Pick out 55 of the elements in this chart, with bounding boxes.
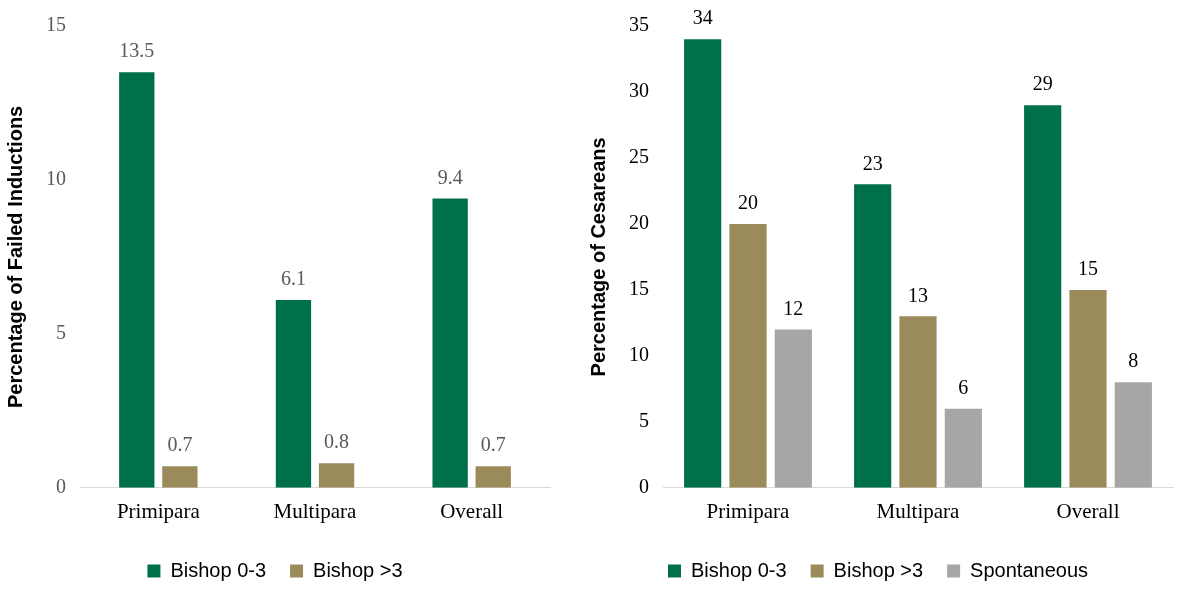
legend-label: Bishop 0-3 <box>170 558 267 581</box>
data-label: 13 <box>908 283 928 306</box>
bar <box>774 329 812 488</box>
legend-label: Spontaneous <box>970 558 1089 581</box>
y-tick-label: 25 <box>629 145 649 168</box>
data-label: 29 <box>1032 72 1053 95</box>
y-tick-label: 0 <box>639 475 649 498</box>
x-tick-label: Multipara <box>273 498 358 523</box>
data-label: 12 <box>783 296 804 319</box>
bar <box>475 466 511 488</box>
bar <box>119 72 155 488</box>
y-axis-title: Percentage of Failed Inductions <box>3 105 26 409</box>
x-tick-label: Primipara <box>706 498 791 523</box>
data-label: 8 <box>1128 349 1139 372</box>
x-tick-label: Overall <box>440 498 504 523</box>
y-tick-label: 15 <box>46 13 66 36</box>
y-tick-label: 10 <box>629 343 649 366</box>
y-tick-label: 20 <box>629 211 649 234</box>
data-label: 0.8 <box>324 430 350 453</box>
data-label: 6.1 <box>280 267 306 290</box>
x-tick-label: Overall <box>1056 498 1120 523</box>
y-tick-label: 0 <box>56 475 66 498</box>
y-tick-label: 5 <box>56 321 66 344</box>
x-tick-label: Multipara <box>876 498 961 523</box>
legend-label: Bishop >3 <box>313 558 403 581</box>
data-label: 0.7 <box>167 433 193 456</box>
y-tick-label: 10 <box>46 167 66 190</box>
data-label: 6 <box>958 375 969 398</box>
bar <box>1069 289 1107 488</box>
data-label: 13.5 <box>119 39 155 62</box>
x-tick-label: Primipara <box>116 498 201 523</box>
bar <box>684 39 722 488</box>
data-label: 9.4 <box>437 165 463 188</box>
data-label: 34 <box>692 6 713 29</box>
bar <box>729 223 767 488</box>
y-tick-label: 5 <box>639 409 649 432</box>
bar <box>162 466 198 488</box>
data-label: 0.7 <box>480 433 506 456</box>
bar <box>275 300 312 488</box>
data-label: 20 <box>738 191 758 214</box>
data-label: 23 <box>862 151 883 174</box>
bar <box>1114 382 1152 488</box>
y-tick-label: 15 <box>629 277 649 300</box>
y-axis-title: Percentage of Cesareans <box>586 137 609 377</box>
bar <box>318 463 355 488</box>
bar <box>432 198 468 488</box>
bar <box>1024 105 1062 488</box>
bar <box>899 316 937 488</box>
data-label: 15 <box>1078 257 1098 280</box>
bar <box>944 408 982 488</box>
y-tick-label: 35 <box>629 13 649 36</box>
legend-label: Bishop 0-3 <box>691 558 787 581</box>
bar <box>854 184 892 488</box>
legend-label: Bishop >3 <box>833 558 924 581</box>
y-tick-label: 30 <box>629 79 649 102</box>
